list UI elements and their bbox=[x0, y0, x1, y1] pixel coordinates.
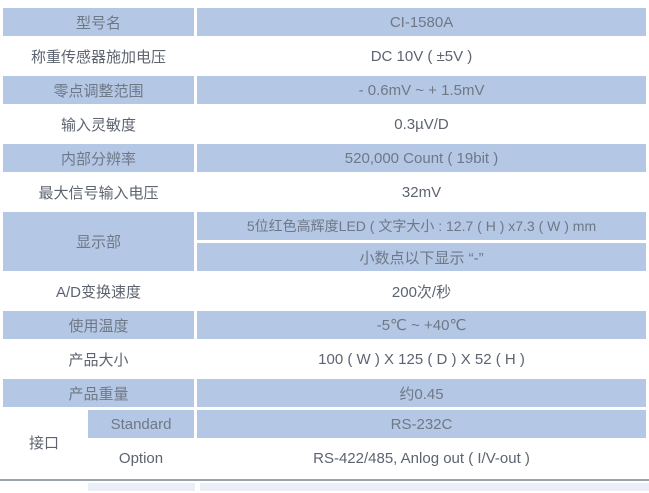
spec-value: 100 ( W ) X 125 ( D ) X 52 ( H ) bbox=[318, 350, 525, 368]
spec-value: DC 10V ( ±5V ) bbox=[370, 47, 473, 65]
spec-row-product-weight: 产品重量 约0.45 bbox=[3, 379, 647, 407]
spec-label: 使用温度 bbox=[3, 311, 195, 339]
spec-label-interface: 接口 bbox=[28, 435, 59, 452]
spec-value: 32mV bbox=[401, 183, 442, 201]
next-row-cutoff-hint bbox=[0, 481, 649, 491]
spec-value: CI-1580A bbox=[197, 8, 647, 36]
spec-label: 输入灵敏度 bbox=[61, 116, 137, 134]
spec-value-display-led: 5位红色高辉度LED ( 文字大小 : 12.7 ( H ) x7.3 ( W … bbox=[197, 212, 647, 240]
interface-value-option: RS-422/485, Anlog out ( I/V-out ) bbox=[313, 449, 530, 467]
spec-label: 产品重量 bbox=[3, 379, 195, 407]
interface-type-option: Option bbox=[118, 449, 164, 467]
spec-row-model: 型号名 CI-1580A bbox=[3, 8, 647, 36]
spec-row-input-sensitivity: 输入灵敏度 0.3µV/D bbox=[3, 107, 646, 141]
spec-value-display-decimal: 小数点以下显示 “-” bbox=[197, 243, 647, 271]
spec-row-excitation-voltage: 称重传感器施加电压 DC 10V ( ±5V ) bbox=[3, 39, 646, 73]
spec-row-product-size: 产品大小 100 ( W ) X 125 ( D ) X 52 ( H ) bbox=[3, 342, 646, 376]
spec-label: 型号名 bbox=[3, 8, 195, 36]
spec-value: 约0.45 bbox=[197, 379, 647, 407]
spec-value: 520,000 Count ( 19bit ) bbox=[197, 144, 647, 172]
spec-value: - 0.6mV ~ + 1.5mV bbox=[197, 76, 647, 104]
spec-value: 0.3µV/D bbox=[394, 115, 449, 133]
spec-row-interface-option: Option RS-422/485, Anlog out ( I/V-out ) bbox=[3, 441, 646, 475]
spec-label: 最大信号输入电压 bbox=[38, 184, 159, 202]
spec-row-operating-temperature: 使用温度 -5℃ ~ +40℃ bbox=[3, 311, 647, 339]
spec-row-max-signal-input: 最大信号输入电压 32mV bbox=[3, 175, 646, 209]
spec-value: -5℃ ~ +40℃ bbox=[197, 311, 647, 339]
next-row-cell-fragment bbox=[200, 483, 649, 491]
spec-label: 零点调整范围 bbox=[3, 76, 195, 104]
spec-label-display: 显示部 bbox=[3, 212, 195, 271]
spec-row-zero-adjust-range: 零点调整范围 - 0.6mV ~ + 1.5mV bbox=[3, 76, 647, 104]
spec-label: A/D变换速度 bbox=[56, 283, 142, 301]
spec-label: 称重传感器施加电压 bbox=[31, 48, 167, 66]
table-bottom-rule bbox=[0, 479, 649, 481]
next-row-cell-fragment bbox=[88, 483, 195, 491]
spec-row-display-1: 显示部 5位红色高辉度LED ( 文字大小 : 12.7 ( H ) x7.3 … bbox=[3, 212, 647, 271]
interface-value-standard: RS-232C bbox=[197, 410, 647, 438]
spec-row-ad-speed: A/D变换速度 200次/秒 bbox=[3, 274, 646, 308]
spec-row-internal-resolution: 内部分辨率 520,000 Count ( 19bit ) bbox=[3, 144, 647, 172]
interface-type-standard: Standard bbox=[88, 410, 195, 438]
spec-label: 产品大小 bbox=[68, 351, 129, 369]
spec-table: 型号名 CI-1580A 称重传感器施加电压 DC 10V ( ±5V ) 零点… bbox=[0, 5, 649, 478]
spec-row-display-2: 小数点以下显示 “-” bbox=[3, 243, 647, 271]
spec-label: 内部分辨率 bbox=[3, 144, 195, 172]
spec-row-interface-standard: 接口 Standard RS-232C bbox=[3, 410, 647, 452]
spec-value: 200次/秒 bbox=[391, 283, 452, 301]
